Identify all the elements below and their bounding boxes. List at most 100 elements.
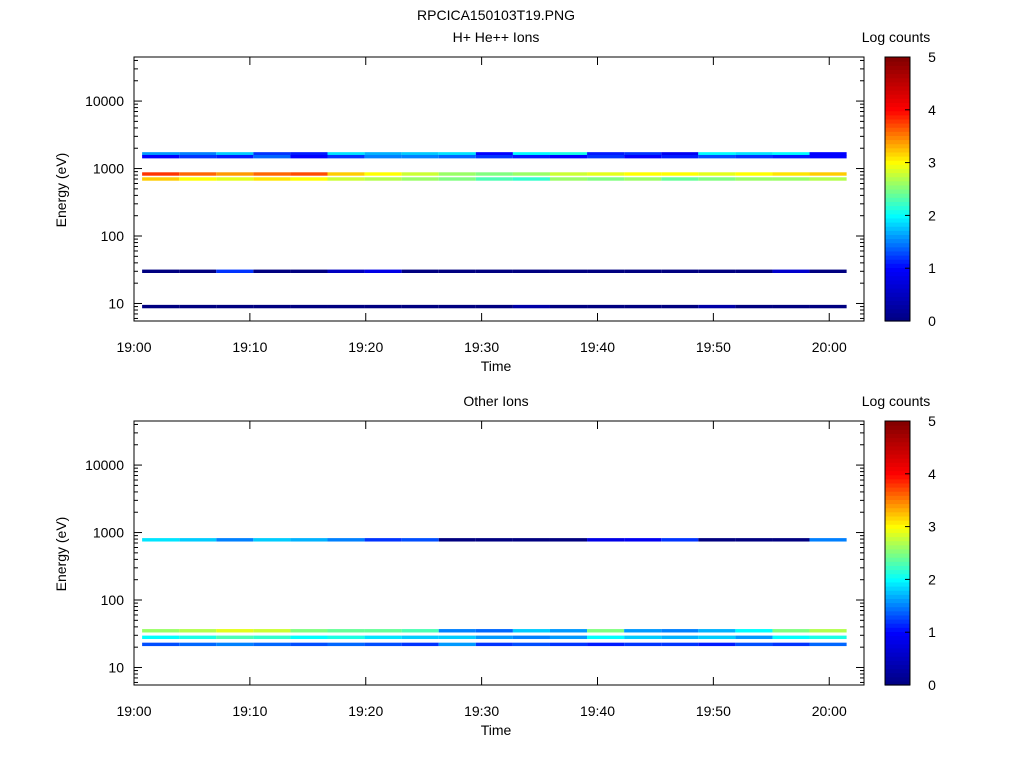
x-tick-label: 19:20 — [348, 703, 383, 719]
heatmap-cell — [253, 538, 291, 542]
colorbar-strip — [885, 296, 910, 301]
chart-title: Other Ions — [463, 393, 528, 409]
heatmap-cell — [735, 154, 773, 159]
colorbar-strip — [885, 189, 910, 194]
colorbar-frame — [884, 420, 911, 686]
colorbar-strip — [885, 470, 910, 476]
heatmap-cell — [587, 642, 625, 647]
heatmap-cell — [661, 629, 699, 633]
heatmap-cell — [142, 635, 180, 640]
heatmap-cell — [142, 172, 180, 176]
colorbar-strip — [885, 656, 910, 661]
heatmap-cell — [401, 642, 439, 647]
colorbar-strip — [885, 106, 910, 112]
colorbar-strip — [885, 135, 910, 141]
colorbar-strip — [885, 491, 910, 496]
heatmap-cell — [401, 154, 439, 159]
colorbar-strip — [885, 168, 910, 174]
colorbar-strip — [885, 160, 910, 165]
heatmap-cell — [290, 635, 328, 640]
heatmap-cell — [809, 304, 847, 309]
colorbar-strip — [885, 209, 910, 215]
colorbar-strip — [885, 569, 910, 575]
heatmap-cell — [179, 642, 217, 647]
colorbar-strip — [885, 102, 910, 108]
heatmap-cell — [253, 269, 291, 273]
heatmap-cell — [438, 642, 476, 647]
x-tick-label: 19:10 — [232, 703, 267, 719]
heatmap-cell — [772, 172, 810, 176]
heatmap-cell — [253, 152, 291, 156]
colorbar-strip — [885, 524, 910, 529]
colorbar-strip — [885, 577, 910, 583]
heatmap-cell — [290, 154, 328, 159]
heatmap-cell — [809, 152, 847, 156]
heatmap-cell — [290, 152, 328, 156]
heatmap-cell — [216, 538, 254, 542]
heatmap-cell — [698, 538, 736, 542]
colorbar-strip — [885, 627, 910, 632]
heatmap-cell — [438, 152, 476, 156]
colorbar-strip — [885, 544, 910, 550]
colorbar-strip — [885, 565, 910, 571]
x-axis-label: Time — [481, 358, 512, 374]
heatmap-cell — [661, 152, 699, 156]
heatmap-cell — [661, 642, 699, 647]
x-tick-label: 19:50 — [696, 703, 731, 719]
heatmap-cell — [401, 635, 439, 640]
heatmap-cell — [512, 177, 550, 181]
heatmap-cell — [809, 642, 847, 647]
colorbar-strip — [885, 250, 910, 256]
heatmap-cell — [401, 177, 439, 181]
heatmap-cell — [661, 304, 699, 309]
heatmap-cell — [327, 629, 365, 633]
colorbar-strip — [885, 217, 910, 223]
colorbar-strip — [885, 213, 910, 219]
heatmap-cell — [549, 629, 588, 633]
heatmap-cell — [549, 152, 588, 156]
heatmap-cell — [290, 538, 328, 542]
colorbar-strip — [885, 283, 910, 289]
colorbar-strip — [885, 639, 910, 645]
colorbar-strip — [885, 495, 910, 500]
heatmap-cell — [772, 538, 810, 542]
heatmap-cell — [327, 152, 365, 156]
heatmap-cell — [735, 538, 773, 542]
heatmap-cell — [587, 538, 625, 542]
x-tick-label: 19:00 — [116, 703, 151, 719]
heatmap-cell — [772, 269, 810, 273]
colorbar-strip — [885, 528, 910, 533]
colorbar-strip — [885, 230, 910, 235]
heatmap-cells — [142, 152, 847, 309]
heatmap-cell — [809, 538, 847, 542]
colorbar-strip — [885, 234, 910, 240]
heatmap-cell — [624, 642, 662, 647]
y-tick-label: 1000 — [93, 525, 124, 541]
page-title: RPCICA150103T19.PNG — [417, 7, 575, 23]
colorbar-strip — [885, 647, 910, 653]
heatmap-cell — [587, 635, 625, 640]
heatmap-cell — [512, 304, 550, 309]
colorbar-strip — [885, 300, 910, 306]
colorbar-tick-label: 3 — [928, 519, 936, 535]
heatmap-cell — [253, 635, 291, 640]
colorbar-strip — [885, 85, 910, 91]
panel-other-ions: Other Ions Log counts Time Energy (eV) 1… — [53, 393, 936, 738]
heatmap-cell — [661, 154, 699, 159]
colorbar-strip — [885, 433, 910, 439]
heatmap-cell — [438, 177, 476, 181]
colorbar-strip — [885, 271, 910, 277]
colorbar-tick-label: 1 — [928, 260, 936, 276]
heatmap-cell — [327, 304, 365, 309]
colorbar-strip — [885, 507, 910, 513]
x-tick-label: 19:30 — [464, 339, 499, 355]
heatmap-cell — [772, 177, 810, 181]
colorbar-strip — [885, 437, 910, 443]
heatmap-cell — [364, 635, 402, 640]
heatmap-cell — [735, 269, 773, 273]
heatmap-cell — [327, 642, 365, 647]
heatmap-cell — [512, 635, 550, 640]
heatmap-cell — [735, 304, 773, 309]
heatmap-cell — [475, 629, 513, 633]
